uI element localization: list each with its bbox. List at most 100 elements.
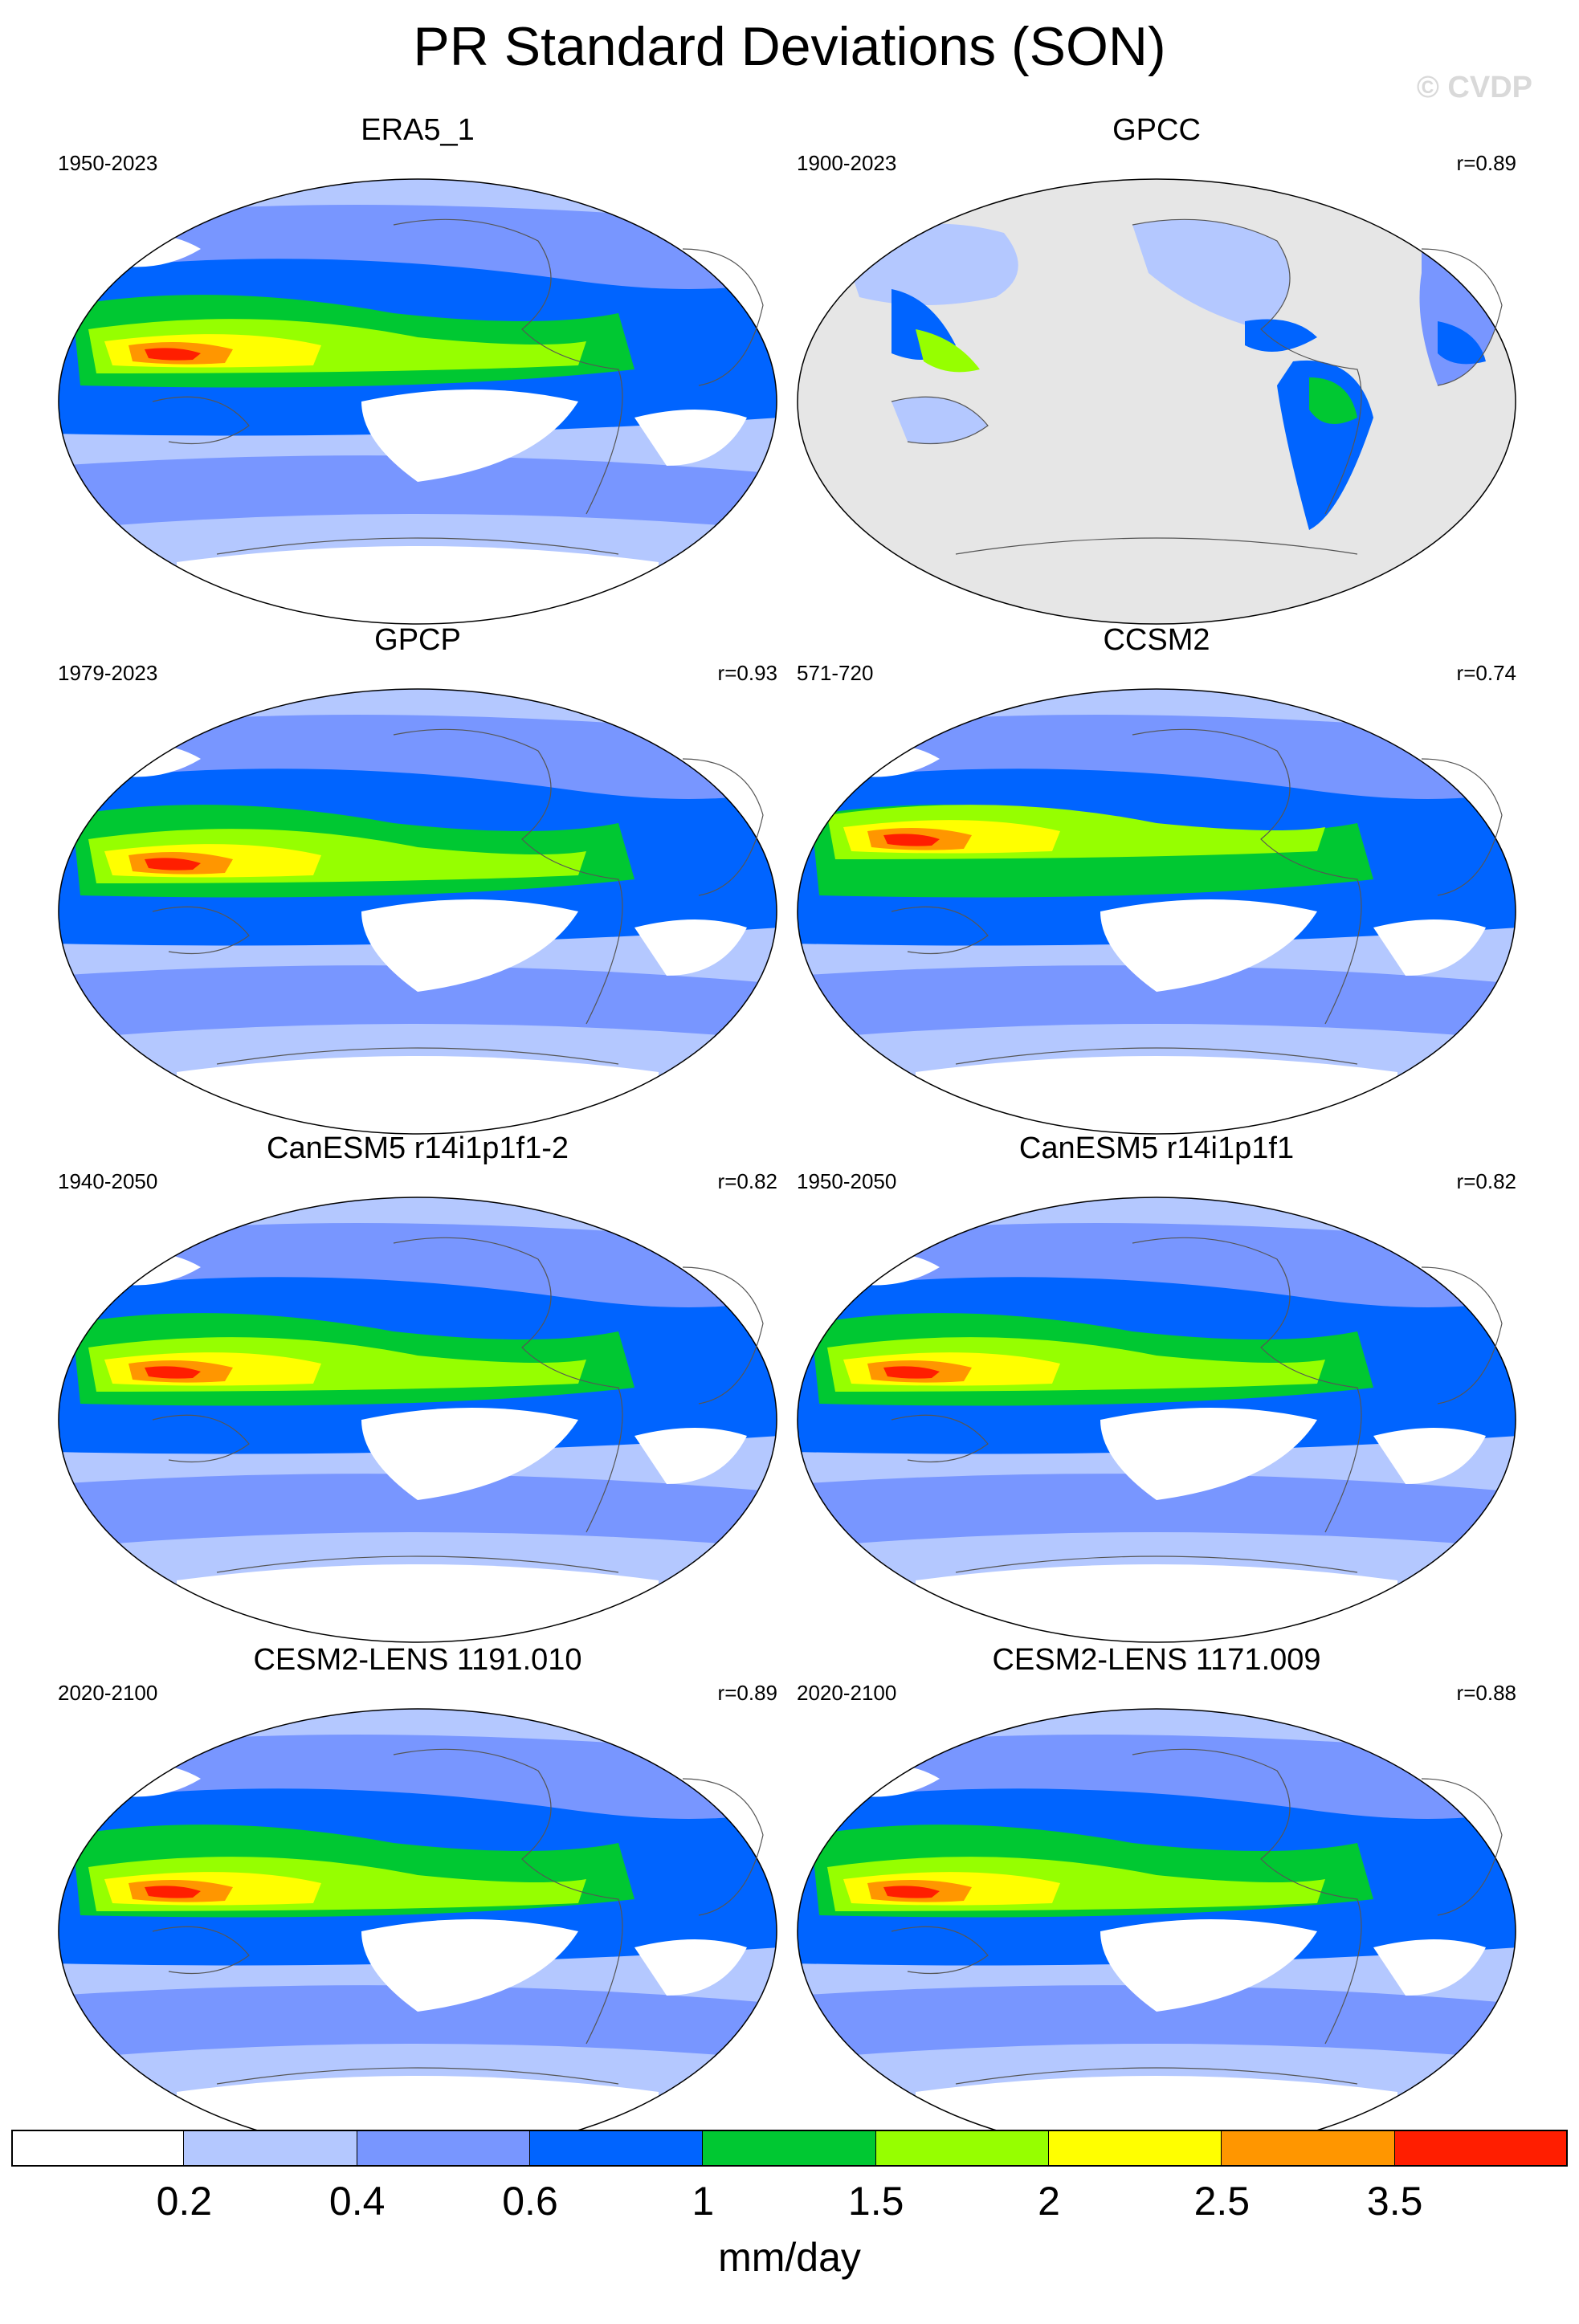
- world-map: [58, 1197, 777, 1643]
- dry-south-atlantic: [634, 1428, 747, 1484]
- band-southern-storm: [59, 1474, 777, 1548]
- panel-title: GPCP: [374, 623, 461, 657]
- panel-period: 1940-2050: [58, 1169, 158, 1193]
- band-southern-storm: [798, 1474, 1516, 1548]
- panel-correlation: r=0.93: [717, 661, 777, 685]
- band-warm-pool-peak: [883, 834, 940, 846]
- colorbar-tick-label: 2.5: [1193, 2179, 1251, 2224]
- band-southern-storm: [59, 455, 777, 530]
- land-north-america: [1132, 219, 1290, 329]
- dry-southeast-pacific: [1100, 1408, 1317, 1500]
- map-panel: CanESM5 r14i1p1f1-2 1940-2050 r=0.82: [48, 1131, 787, 1653]
- panel-title: CCSM2: [1103, 623, 1210, 657]
- band-southern-storm: [798, 965, 1516, 1040]
- dry-southeast-pacific: [361, 899, 578, 992]
- colorbar-frame: [11, 2130, 1568, 2167]
- world-map: [58, 178, 777, 625]
- colorbar-box: [875, 2130, 1049, 2167]
- colorbar-box: [184, 2130, 357, 2167]
- world-map: [58, 1708, 777, 2155]
- band-warm-pool-peak: [145, 1886, 201, 1898]
- band-warm-pool-peak: [145, 858, 201, 870]
- map-border: [797, 688, 1516, 1135]
- land-eurasia: [843, 223, 1018, 305]
- panel-correlation: r=0.74: [1456, 661, 1516, 685]
- panel-period: 1950-2023: [58, 151, 158, 175]
- map-border: [58, 688, 777, 1135]
- colorbar-box: [1394, 2130, 1568, 2167]
- colorbar-box: [703, 2130, 876, 2167]
- panel-title: CESM2-LENS 1171.009: [992, 1643, 1321, 1677]
- map-border: [58, 178, 777, 625]
- coastlines: [891, 218, 1503, 555]
- dry-south-atlantic: [634, 1939, 747, 1996]
- dry-south-atlantic: [1373, 1428, 1486, 1484]
- panel-period: 1979-2023: [58, 661, 158, 685]
- coastlines: [891, 1748, 1503, 2085]
- colorbar-tick-label: 0.4: [328, 2179, 386, 2224]
- band-warm-pool-peak: [145, 1366, 201, 1379]
- band-warm-pool-peak: [883, 1366, 940, 1379]
- coastlines: [891, 1237, 1503, 1573]
- map-panel: CESM2-LENS 1171.009 2020-2100 r=0.88: [787, 1642, 1526, 2164]
- colorbar-box: [357, 2130, 530, 2167]
- dry-southeast-pacific: [1100, 1919, 1317, 2012]
- panel-title: CanESM5 r14i1p1f1-2: [267, 1131, 569, 1165]
- coastlines: [891, 728, 1503, 1065]
- panel-correlation: r=0.82: [717, 1169, 777, 1193]
- coastlines: [152, 728, 764, 1065]
- colorbar-box: [530, 2130, 704, 2167]
- panel-period: 1950-2050: [797, 1169, 897, 1193]
- panel-period: 1900-2023: [797, 151, 897, 175]
- colorbar-tick-label: 1: [692, 2179, 715, 2224]
- band-warm-pool-peak: [883, 1886, 940, 1898]
- map-panel: CanESM5 r14i1p1f1 1950-2050 r=0.82: [787, 1131, 1526, 1653]
- colorbar-tick-label: 1.5: [847, 2179, 904, 2224]
- coastlines: [152, 1237, 764, 1573]
- figure-title: PR Standard Deviations (SON): [413, 16, 1166, 77]
- colorbar-box: [1222, 2130, 1395, 2167]
- world-map: [797, 1197, 1516, 1643]
- colorbar-box: [11, 2130, 185, 2167]
- dry-antarctica: [177, 1564, 659, 1642]
- map-border: [797, 178, 1516, 625]
- panel-title: GPCC: [1112, 113, 1201, 147]
- dry-southeast-pacific: [1100, 899, 1317, 992]
- panel-period: 2020-2100: [58, 1681, 158, 1705]
- coastlines: [152, 218, 764, 555]
- cvdp-watermark: © CVDP: [1416, 71, 1532, 104]
- colorbar-units: mm/day: [718, 2235, 861, 2280]
- panel-correlation: r=0.82: [1456, 1169, 1516, 1193]
- land-central-africa: [1438, 321, 1486, 365]
- panel-correlation: r=0.88: [1456, 1681, 1516, 1705]
- land-australia: [892, 397, 988, 444]
- panel-title: CanESM5 r14i1p1f1: [1018, 1131, 1295, 1165]
- dry-antarctica: [916, 1564, 1397, 1642]
- world-map: [797, 1708, 1516, 2155]
- dry-south-atlantic: [634, 919, 747, 976]
- land-amazon: [1309, 377, 1357, 424]
- panel-title: ERA5_1: [361, 113, 475, 147]
- panel-title: CESM2-LENS 1191.010: [253, 1643, 582, 1677]
- band-warm-pool-peak: [145, 348, 201, 361]
- dry-southeast-pacific: [361, 1919, 578, 2012]
- panel-period: 571-720: [797, 661, 874, 685]
- coastlines: [152, 1748, 764, 2085]
- colorbar-box: [1049, 2130, 1222, 2167]
- land-maritime: [916, 329, 980, 373]
- world-map: [58, 688, 777, 1135]
- dry-antarctica: [916, 1056, 1397, 1134]
- band-southern-storm: [59, 965, 777, 1040]
- map-panel: CESM2-LENS 1191.010 2020-2100 r=0.89: [48, 1642, 787, 2164]
- map-panel: GPCC 1900-2023 r=0.89: [787, 112, 1526, 634]
- dry-south-atlantic: [1373, 919, 1486, 976]
- world-map: [797, 688, 1516, 1135]
- band-southern-storm: [798, 1985, 1516, 2060]
- colorbar: [11, 2130, 1568, 2167]
- colorbar-tick-label: 2: [1038, 2179, 1060, 2224]
- map-border: [797, 1197, 1516, 1643]
- map-panel: CCSM2 571-720 r=0.74: [787, 622, 1526, 1144]
- dry-southeast-pacific: [361, 389, 578, 482]
- dry-south-atlantic: [1373, 1939, 1486, 1996]
